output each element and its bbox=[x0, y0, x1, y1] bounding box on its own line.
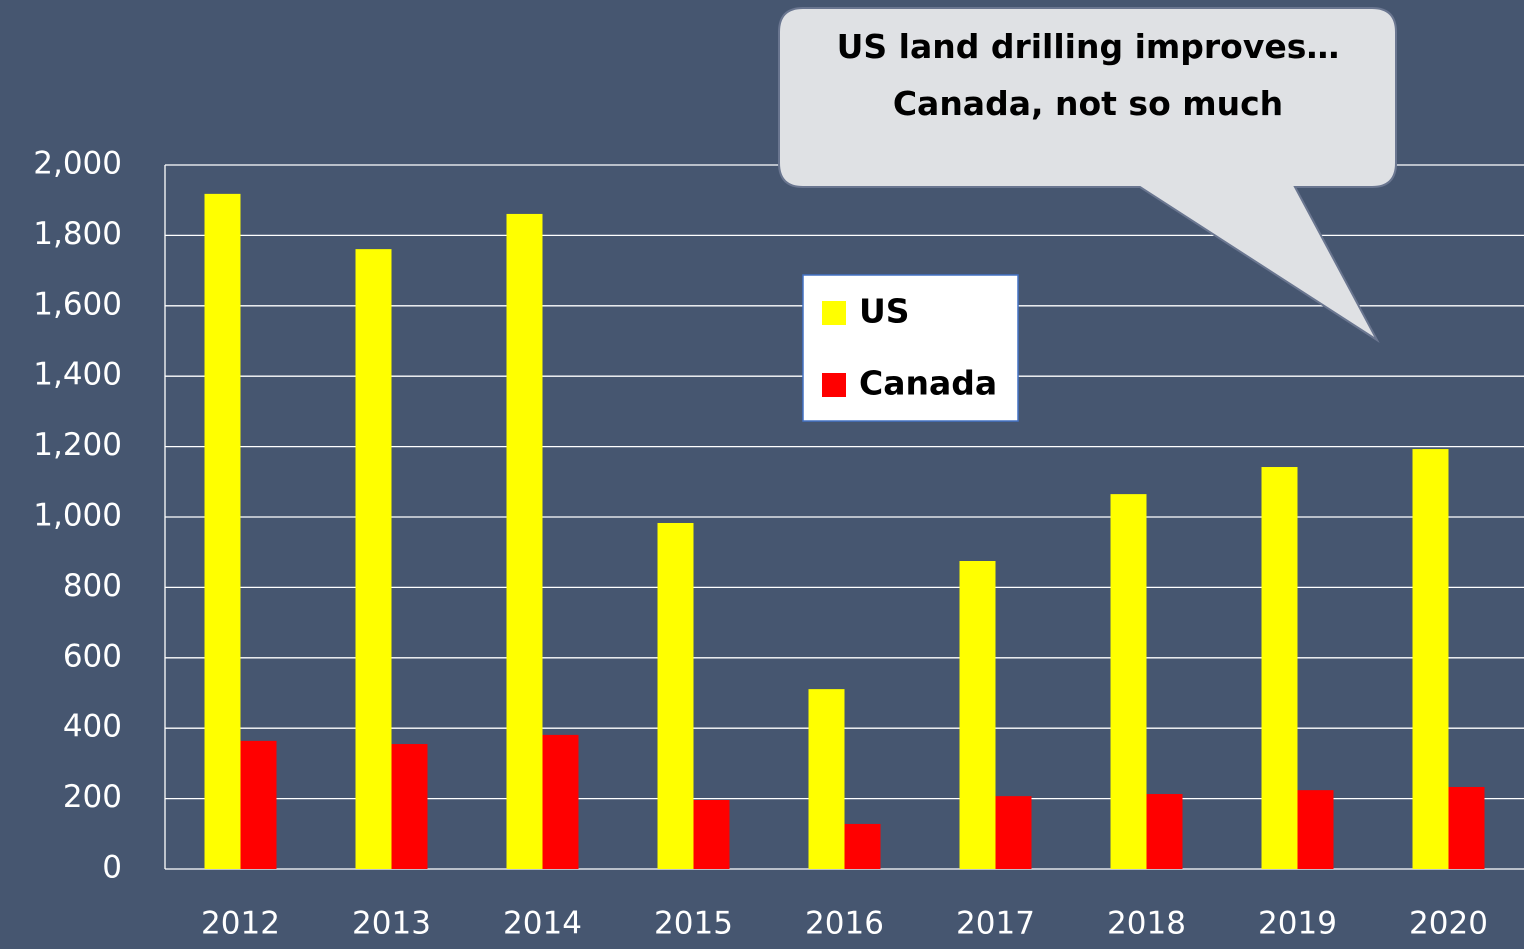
bar bbox=[657, 522, 694, 869]
x-tick-label: 2018 bbox=[1107, 906, 1186, 942]
y-tick-label: 1,000 bbox=[33, 498, 122, 534]
x-tick-label: 2012 bbox=[201, 906, 280, 942]
y-tick-label: 2,000 bbox=[33, 146, 122, 182]
legend-swatch bbox=[822, 373, 846, 397]
bar bbox=[844, 823, 881, 869]
bar bbox=[506, 213, 543, 870]
y-tick-label: 200 bbox=[63, 779, 122, 815]
legend-swatch bbox=[822, 301, 846, 325]
legend-label: US bbox=[859, 292, 910, 331]
bar bbox=[959, 561, 996, 869]
bar bbox=[808, 689, 845, 869]
legend-label: Canada bbox=[859, 364, 997, 403]
bar bbox=[1261, 467, 1298, 869]
y-tick-label: 1,600 bbox=[33, 286, 122, 322]
bar bbox=[240, 740, 277, 869]
bar bbox=[204, 193, 241, 869]
bar bbox=[693, 800, 730, 869]
bar bbox=[1448, 786, 1485, 869]
annotation: US land drilling improves…Canada, not so… bbox=[836, 27, 1340, 123]
y-tick-label: 800 bbox=[63, 568, 122, 604]
x-tick-label: 2015 bbox=[654, 906, 733, 942]
bar bbox=[542, 734, 579, 869]
y-tick-label: 1,400 bbox=[33, 357, 122, 393]
bar bbox=[1110, 494, 1147, 869]
bar bbox=[995, 796, 1032, 869]
x-tick-label: 2013 bbox=[352, 906, 431, 942]
bar bbox=[1146, 794, 1183, 869]
x-tick-label: 2017 bbox=[956, 906, 1035, 942]
y-tick-label: 0 bbox=[102, 850, 122, 886]
y-tick-label: 1,800 bbox=[33, 216, 122, 252]
y-tick-label: 400 bbox=[63, 709, 122, 745]
x-tick-label: 2020 bbox=[1409, 906, 1488, 942]
x-tick-label: 2014 bbox=[503, 906, 582, 942]
x-tick-label: 2019 bbox=[1258, 906, 1337, 942]
bar bbox=[391, 744, 428, 869]
bar bbox=[1297, 790, 1334, 869]
y-tick-label: 600 bbox=[63, 638, 122, 674]
bar bbox=[355, 249, 392, 870]
callout-shape bbox=[778, 7, 1397, 343]
x-tick-label: 2016 bbox=[805, 906, 884, 942]
y-tick-label: 1,200 bbox=[33, 427, 122, 463]
bar bbox=[1412, 449, 1449, 869]
